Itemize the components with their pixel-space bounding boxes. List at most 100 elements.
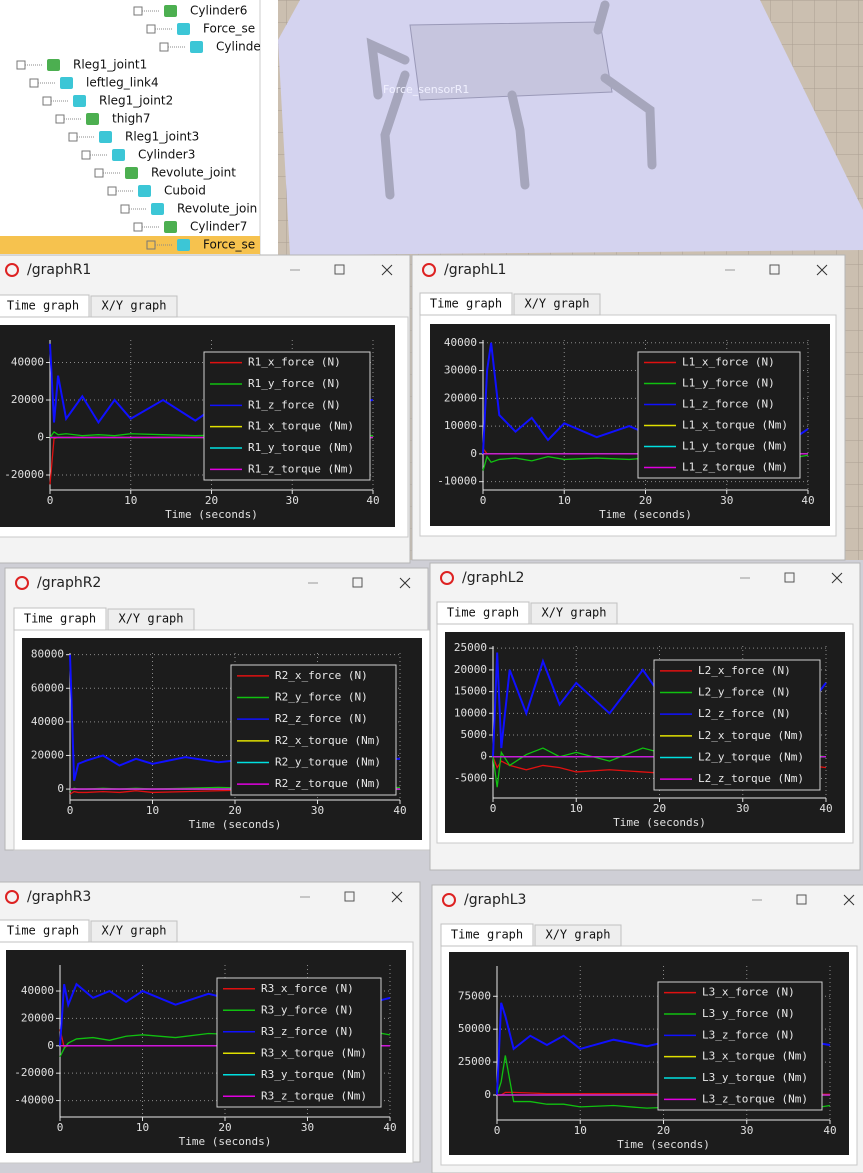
x-tick-label: 40: [819, 802, 832, 815]
y-tick-label: 15000: [454, 685, 487, 698]
tab[interactable]: [107, 608, 195, 631]
legend-label: L1_x_torque (Nm): [682, 419, 788, 432]
close-button[interactable]: [391, 891, 403, 903]
selected-row: [0, 236, 260, 254]
legend-label: L2_z_force (N): [698, 707, 791, 720]
axis-line: [69, 653, 400, 801]
maximize-button[interactable]: [784, 572, 795, 583]
tree-item[interactable]: Cylinder6: [190, 4, 247, 18]
app-icon: [5, 890, 19, 904]
legend-label: L2_x_force (N): [698, 664, 791, 677]
x-axis-label: Time (seconds): [165, 508, 258, 521]
tree-item[interactable]: Cylinder: [216, 40, 266, 54]
tree-item[interactable]: thigh7: [112, 112, 151, 126]
tab[interactable]: [534, 924, 622, 947]
legend-label: R2_y_torque (Nm): [275, 756, 381, 769]
legend-label: L1_z_torque (Nm): [682, 461, 788, 474]
node-icon: [60, 77, 73, 89]
tree-item[interactable]: leftleg_link4: [86, 76, 159, 90]
y-tick-label: 40000: [11, 356, 44, 369]
tab-label[interactable]: Time graph: [7, 924, 79, 938]
close-button[interactable]: [381, 264, 393, 276]
legend-label: L1_z_force (N): [682, 398, 775, 411]
y-tick-label: 20000: [454, 663, 487, 676]
y-tick-label: 20000: [21, 1011, 54, 1024]
y-tick-label: 20000: [11, 393, 44, 406]
y-tick-label: -20000: [14, 1066, 54, 1079]
x-tick-label: 0: [47, 494, 54, 507]
window-title: /graphR2: [37, 575, 101, 591]
tree-item[interactable]: Rleg1_joint1: [73, 58, 147, 72]
maximize-button[interactable]: [334, 264, 345, 275]
x-tick-label: 10: [574, 1124, 587, 1137]
app-icon: [422, 263, 436, 277]
y-tick-label: 0: [57, 782, 64, 795]
close-button[interactable]: [399, 577, 411, 589]
tab[interactable]: [13, 607, 107, 631]
tab-label[interactable]: X/Y graph: [101, 299, 166, 313]
tree-item[interactable]: Revolute_join: [177, 202, 257, 216]
x-tick-label: 40: [366, 494, 379, 507]
maximize-button[interactable]: [769, 264, 780, 275]
app-icon: [15, 576, 29, 590]
tree-item[interactable]: Cylinder3: [138, 148, 195, 162]
y-tick-label: -10000: [437, 475, 477, 488]
legend: [653, 659, 821, 791]
tree-item[interactable]: Revolute_joint: [151, 166, 236, 180]
tree-item[interactable]: Cuboid: [164, 184, 206, 198]
tree-item[interactable]: Force_se: [203, 238, 255, 252]
maximize-button[interactable]: [796, 894, 807, 905]
tab[interactable]: [90, 920, 178, 943]
maximize-button[interactable]: [344, 891, 355, 902]
legend-label: R1_z_force (N): [248, 398, 341, 411]
graph-window: /graphL3 Time graph X/Y graph 0 25000 50000 75…: [431, 884, 863, 1173]
y-tick-label: 10000: [444, 419, 477, 432]
tab[interactable]: [0, 919, 90, 943]
close-button[interactable]: [831, 572, 843, 584]
tab-label[interactable]: X/Y graph: [101, 924, 166, 938]
tree-item[interactable]: Force_se: [203, 22, 255, 36]
close-button[interactable]: [843, 894, 855, 906]
legend-label: R3_x_force (N): [261, 982, 354, 995]
y-tick-label: 20000: [31, 748, 64, 761]
close-button[interactable]: [816, 264, 828, 276]
x-axis-label: Time (seconds): [189, 818, 282, 831]
x-tick-label: 30: [736, 802, 749, 815]
maximize-button[interactable]: [352, 577, 363, 588]
tab-label[interactable]: Time graph: [7, 299, 79, 313]
tab[interactable]: [90, 295, 178, 318]
x-tick-label: 20: [653, 802, 666, 815]
tab-label[interactable]: Time graph: [430, 297, 502, 311]
tree-item[interactable]: Rleg1_joint2: [99, 94, 173, 108]
legend-label: R2_x_force (N): [275, 669, 368, 682]
y-tick-label: 0: [47, 1039, 54, 1052]
tab-label[interactable]: X/Y graph: [541, 606, 606, 620]
tab-label[interactable]: Time graph: [451, 928, 523, 942]
axis-line: [49, 340, 373, 491]
node-icon: [138, 185, 151, 197]
tree: Cylinder6 Force_se Cylinder Rleg1_joint1lef…: [0, 4, 266, 254]
tab-label[interactable]: Time graph: [24, 612, 96, 626]
tab-label[interactable]: X/Y graph: [545, 928, 610, 942]
y-tick-label: 50000: [458, 1022, 491, 1035]
axis-line: [59, 965, 390, 1118]
y-tick-label: 0: [480, 750, 487, 763]
tab[interactable]: [436, 601, 530, 625]
tab[interactable]: [530, 602, 618, 625]
legend-label: L2_y_torque (Nm): [698, 751, 804, 764]
legend-label: R3_y_torque (Nm): [261, 1068, 367, 1081]
tab[interactable]: [513, 293, 601, 316]
tab-label[interactable]: X/Y graph: [524, 297, 589, 311]
tree-item[interactable]: Cylinder7: [190, 220, 247, 234]
axis-line: [492, 646, 826, 799]
tab[interactable]: [419, 292, 513, 316]
tree-item[interactable]: Rleg1_joint3: [125, 130, 199, 144]
tab-label[interactable]: X/Y graph: [118, 612, 183, 626]
legend-label: R3_z_torque (Nm): [261, 1089, 367, 1102]
tab-label[interactable]: Time graph: [447, 606, 519, 620]
legend-label: R3_y_force (N): [261, 1003, 354, 1016]
tab[interactable]: [440, 923, 534, 947]
tab[interactable]: [0, 294, 90, 318]
node-icon: [164, 221, 177, 233]
